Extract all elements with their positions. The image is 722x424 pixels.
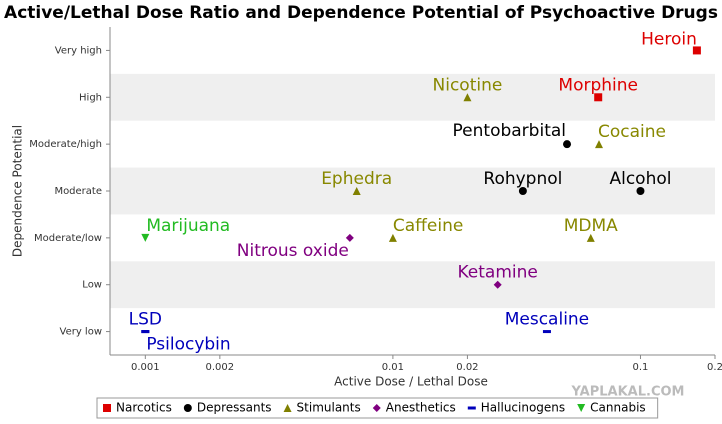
- y-axis-label: Dependence Potential: [11, 125, 25, 257]
- marker: [518, 187, 527, 195]
- point-label: Mescaline: [505, 310, 589, 330]
- point-label: MDMA: [564, 216, 618, 236]
- point-label: Alcohol: [609, 169, 671, 189]
- marker: [103, 404, 111, 412]
- x-tick-label: 0.002: [206, 362, 235, 373]
- marker: [586, 233, 595, 242]
- marker: [563, 140, 572, 149]
- marker: [577, 404, 586, 412]
- watermark: YAPLAKAL.COM: [571, 385, 685, 400]
- marker: [636, 187, 645, 195]
- marker: [141, 233, 150, 242]
- marker: [692, 46, 701, 55]
- marker: [345, 233, 354, 242]
- x-tick-label: 0.001: [131, 362, 160, 373]
- y-tick-label: Low: [82, 280, 102, 291]
- point-label: Heroin: [641, 29, 697, 49]
- legend-label: Hallucinogens: [481, 401, 565, 415]
- marker: [141, 330, 150, 334]
- x-tick-label: 0.1: [633, 362, 649, 373]
- y-tick-label: Moderate/low: [34, 233, 102, 244]
- legend-label: Cannabis: [590, 401, 646, 415]
- y-tick-label: Moderate: [54, 186, 102, 197]
- marker: [183, 404, 192, 412]
- marker: [372, 404, 381, 412]
- point-label: Psilocybin: [146, 335, 230, 355]
- x-tick-label: 0.2: [707, 362, 722, 373]
- point-label: Morphine: [558, 75, 638, 95]
- marker: [352, 187, 361, 195]
- marker: [463, 93, 472, 102]
- legend-label: Stimulants: [297, 401, 361, 415]
- y-tick-label: Very low: [60, 327, 103, 338]
- y-tick-label: Moderate/high: [29, 139, 102, 150]
- marker: [595, 140, 604, 149]
- point-label: Nitrous oxide: [237, 241, 349, 261]
- point-label: Rohypnol: [483, 169, 562, 189]
- legend-label: Narcotics: [116, 401, 172, 415]
- band: [110, 261, 715, 309]
- chart-title: Active/Lethal Dose Ratio and Dependence …: [4, 3, 718, 23]
- point-label: Cocaine: [598, 122, 666, 142]
- marker: [542, 330, 551, 334]
- legend-label: Anesthetics: [386, 401, 456, 415]
- point-label: LSD: [129, 310, 162, 330]
- point-label: Ketamine: [457, 263, 537, 283]
- y-tick-label: High: [79, 92, 102, 103]
- marker: [467, 406, 476, 410]
- y-tick-label: Very high: [55, 45, 102, 56]
- marker: [594, 93, 603, 102]
- marker: [493, 280, 502, 289]
- marker: [388, 233, 397, 242]
- x-axis-label: Active Dose / Lethal Dose: [334, 375, 488, 389]
- point-label: Pentobarbital: [453, 121, 566, 141]
- point-label: Ephedra: [321, 169, 392, 189]
- band: [110, 167, 715, 215]
- point-label: Nicotine: [433, 75, 503, 95]
- legend-label: Depressants: [197, 401, 272, 415]
- marker: [283, 404, 292, 412]
- x-tick-label: 0.02: [456, 362, 478, 373]
- point-label: Caffeine: [393, 216, 463, 236]
- x-tick-label: 0.01: [382, 362, 404, 373]
- band: [110, 73, 715, 121]
- point-label: Marijuana: [146, 216, 230, 236]
